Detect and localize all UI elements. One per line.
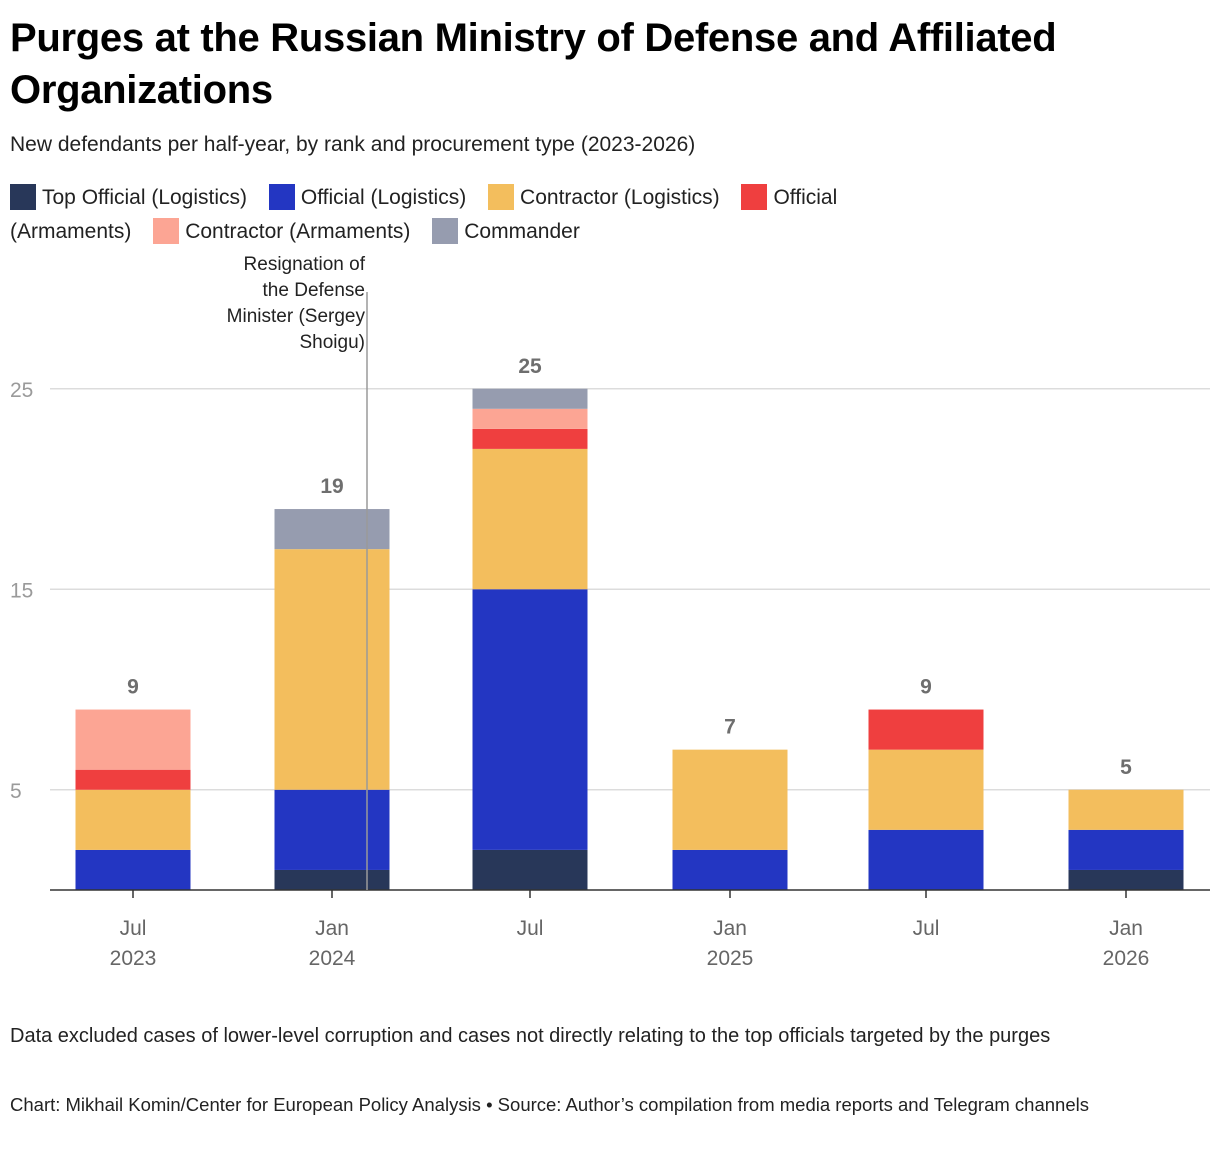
bar-segment [472, 589, 588, 850]
annotation-text: Minister (Sergey [227, 306, 366, 327]
total-label: 9 [127, 676, 139, 699]
bar-segment [868, 829, 984, 890]
chart-title: Purges at the Russian Ministry of Defens… [10, 16, 1057, 112]
y-tick-label: 15 [10, 579, 33, 602]
legend-swatch [153, 218, 180, 244]
y-tick-label: 5 [10, 780, 22, 803]
bar-segment [1068, 789, 1184, 830]
x-tick-label: Jul [913, 917, 940, 940]
chart-credit: Chart: Mikhail Komin/Center for European… [10, 1094, 1089, 1115]
bar-segment [274, 869, 390, 890]
annotation-text: the Defense [263, 280, 365, 301]
legend-swatch [488, 184, 515, 210]
x-axis [50, 889, 1210, 898]
bar-segment [672, 749, 788, 850]
x-tick-label: 2025 [707, 947, 754, 970]
x-tick-label: Jul [517, 917, 544, 940]
bar-segment [472, 388, 588, 409]
legend-label: Official (Armaments) [10, 186, 838, 243]
chart-note: Data excluded cases of lower-level corru… [10, 1025, 1051, 1047]
total-label: 7 [724, 716, 736, 739]
legend: Top Official (Logistics) Official (Logis… [10, 181, 940, 249]
x-tick-label: Jan [315, 917, 349, 940]
legend-item-official-logistics: Official (Logistics) [268, 184, 467, 210]
bar-segment [472, 448, 588, 590]
bar-segment [1068, 869, 1184, 890]
legend-swatch [741, 184, 768, 210]
bar-segment [672, 849, 788, 890]
bar-segment [75, 769, 191, 790]
legend-swatch [432, 218, 459, 244]
gridlines [50, 388, 1210, 791]
bar-segment [75, 789, 191, 850]
bars [75, 388, 1184, 890]
annotation-text: Shoigu) [300, 332, 366, 353]
legend-item-commander: Commander [432, 218, 580, 244]
legend-swatch [10, 184, 36, 210]
legend-item-top-official-logistics: Top Official (Logistics) [10, 184, 248, 210]
total-label: 19 [320, 475, 343, 498]
bar-segment [274, 509, 390, 550]
x-tick-label: 2023 [110, 947, 157, 970]
bar-segment [1068, 829, 1184, 870]
x-tick-label: Jan [713, 917, 747, 940]
legend-swatch [268, 184, 295, 210]
legend-item-contractor-logistics: Contractor (Logistics) [488, 184, 720, 210]
total-label: 9 [920, 676, 932, 699]
bar-segment [868, 749, 984, 830]
total-label: 25 [518, 355, 542, 378]
stacked-bar-chart: Resignation of the Defense Minister (Serge… [10, 254, 1210, 970]
bar-segment [274, 549, 390, 790]
x-tick-label: Jul [120, 917, 147, 940]
annotation: Resignation of the Defense Minister (Serge… [227, 254, 368, 890]
bar-segment [472, 408, 588, 429]
bar-segment [868, 709, 984, 750]
x-tick-label: 2026 [1103, 947, 1150, 970]
x-tick-label: Jan [1109, 917, 1143, 940]
bar-segment [472, 849, 588, 890]
legend-label: Official (Logistics) [300, 186, 467, 209]
legend-label: Contractor (Armaments) [185, 220, 411, 243]
bar-segment [75, 849, 191, 890]
total-label: 5 [1120, 756, 1132, 779]
bar-segment [472, 428, 588, 449]
legend-label: Commander [464, 220, 580, 243]
chart-subtitle: New defendants per half-year, by rank an… [10, 133, 696, 156]
legend-item-contractor-armaments: Contractor (Armaments) [153, 218, 411, 244]
annotation-text: Resignation of [244, 254, 366, 275]
legend-item-official-armaments: Official (Armaments) [10, 184, 838, 243]
bar-segment [75, 709, 191, 770]
labels: 5 15 25 9 19 25 7 9 5 Jul 2023 Jan 2024 Jul Jan 2025 Jul… [10, 355, 1149, 970]
x-tick-label: 2024 [309, 947, 356, 970]
y-tick-label: 25 [10, 379, 33, 402]
legend-label: Top Official (Logistics) [42, 186, 248, 209]
bar-segment [274, 789, 390, 870]
legend-label: Contractor (Logistics) [520, 186, 720, 209]
